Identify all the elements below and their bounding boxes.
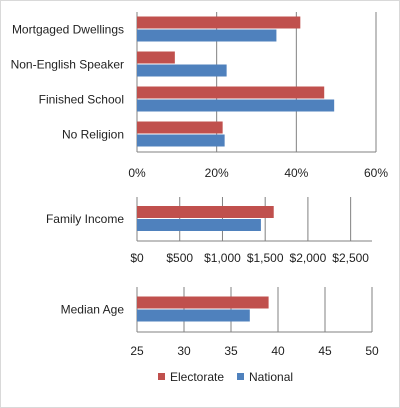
legend-label-electorate: Electorate — [170, 370, 224, 384]
bar-national-median-age — [137, 309, 250, 322]
bar-electorate-non-english-speaker — [137, 51, 175, 64]
bar-electorate-finished-school — [137, 86, 325, 99]
category-label-median-age: Median Age — [61, 303, 125, 317]
x-tick-label: $500 — [166, 251, 193, 265]
legend-label-national: National — [249, 370, 293, 384]
bar-national-finished-school — [137, 99, 335, 112]
category-label-finished-school: Finished School — [39, 93, 124, 107]
legend-swatch-electorate — [158, 373, 165, 380]
x-tick-label: 60% — [364, 166, 388, 180]
bar-national-non-english-speaker — [137, 64, 227, 77]
x-tick-label: $0 — [130, 251, 144, 265]
x-tick-label: 40% — [284, 166, 308, 180]
bar-electorate-median-age — [137, 296, 269, 309]
category-label-mortgaged-dwellings: Mortgaged Dwellings — [12, 23, 124, 37]
x-tick-label: 40 — [271, 344, 285, 358]
x-tick-label: 50 — [365, 344, 379, 358]
x-tick-label: 20% — [205, 166, 229, 180]
x-tick-label: $2,000 — [290, 251, 327, 265]
category-label-non-english-speaker: Non-English Speaker — [11, 58, 124, 72]
category-label-family-income: Family Income — [46, 212, 124, 226]
bar-national-mortgaged-dwellings — [137, 29, 277, 42]
x-tick-label: $2,500 — [332, 251, 369, 265]
x-tick-label: 0% — [128, 166, 146, 180]
x-tick-label: 45 — [318, 344, 332, 358]
bar-electorate-no-religion — [137, 121, 223, 134]
x-tick-label: $1,500 — [247, 251, 284, 265]
legend-swatch-national — [237, 373, 244, 380]
category-label-no-religion: No Religion — [62, 128, 124, 142]
x-tick-label: 25 — [130, 344, 144, 358]
bar-electorate-family-income — [137, 206, 274, 218]
bar-electorate-mortgaged-dwellings — [137, 16, 301, 29]
bar-national-family-income — [137, 219, 261, 231]
x-tick-label: 35 — [224, 344, 238, 358]
bar-national-no-religion — [137, 134, 225, 147]
x-tick-label: 30 — [177, 344, 191, 358]
x-tick-label: $1,000 — [204, 251, 241, 265]
